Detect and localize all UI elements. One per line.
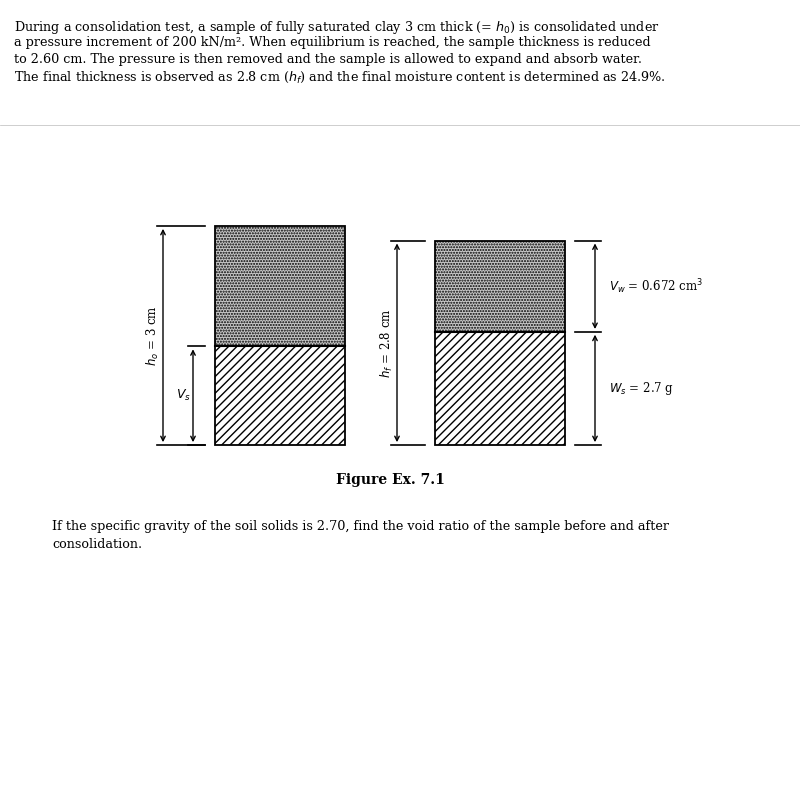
Bar	[435, 332, 565, 445]
Text: Figure Ex. 7.1: Figure Ex. 7.1	[335, 473, 445, 487]
Text: a pressure increment of 200 kN/m². When equilibrium is reached, the sample thick: a pressure increment of 200 kN/m². When …	[14, 36, 650, 49]
Bar	[215, 346, 345, 445]
Bar	[215, 226, 345, 346]
Text: $W_s$ = 2.7 g: $W_s$ = 2.7 g	[609, 380, 674, 397]
Text: The final thickness is observed as 2.8 cm ($h_f$) and the final moisture content: The final thickness is observed as 2.8 c…	[14, 70, 666, 86]
Text: $V_w$ = 0.672 cm$^3$: $V_w$ = 0.672 cm$^3$	[609, 277, 703, 296]
Text: $V_s$: $V_s$	[176, 388, 191, 403]
Text: to 2.60 cm. The pressure is then removed and the sample is allowed to expand and: to 2.60 cm. The pressure is then removed…	[14, 53, 642, 66]
Bar	[435, 240, 565, 332]
Text: $h_f$ = 2.8 cm: $h_f$ = 2.8 cm	[379, 308, 395, 378]
Text: If the specific gravity of the soil solids is 2.70, find the void ratio of the s: If the specific gravity of the soil soli…	[52, 520, 669, 533]
Text: $h_o$ = 3 cm: $h_o$ = 3 cm	[145, 305, 161, 366]
Text: During a consolidation test, a sample of fully saturated clay 3 cm thick (= $h_0: During a consolidation test, a sample of…	[14, 19, 660, 36]
Text: consolidation.: consolidation.	[52, 538, 142, 551]
